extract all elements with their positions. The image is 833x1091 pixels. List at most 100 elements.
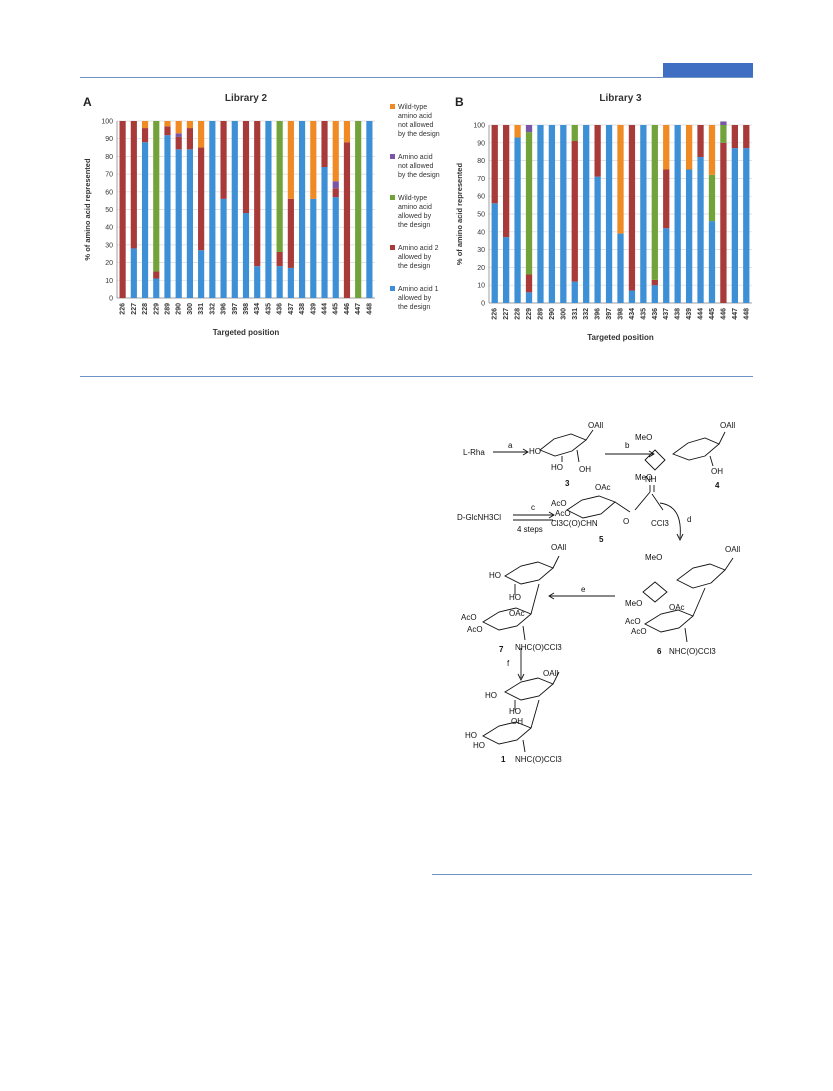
scheme-c3-oall: OAll [588,421,603,430]
bar-segment [697,125,704,158]
bar-segment [153,271,160,279]
bar-segment [130,248,137,298]
bar-segment [141,128,149,143]
scheme-c7-ho: HO [489,571,501,580]
x-tick-label: 445 [709,308,716,320]
scheme-c1-ho3: HO [465,731,477,740]
y-tick-label: 10 [105,278,113,285]
bar-segment [503,237,510,303]
bar-segment [265,121,272,298]
bar-segment [525,132,533,275]
bar-segment [355,121,362,298]
bar-segment [594,125,601,177]
x-tick-label: 227 [503,308,510,320]
bar-segment [651,125,658,280]
legend-label: allowed by [398,295,432,302]
scheme-c7-oall: OAll [551,543,566,552]
x-tick-label: 397 [232,303,239,315]
legend-label: not allowed [398,163,434,170]
y-tick-label: 20 [477,265,485,272]
bar-segment [220,121,227,199]
scheme-c5-nh: NH [645,475,657,484]
scheme-c4-oh: OH [711,467,723,476]
bar-segment [525,292,533,303]
panel-letter-b: B [455,95,464,109]
bar-segment [242,213,250,298]
bar-segment [720,142,727,303]
scheme-arrow-a: a [508,441,513,450]
y-tick-label: 80 [477,158,485,165]
x-tick-label: 435 [640,308,647,320]
chart-title: Library 2 [225,93,268,104]
scheme-c5-aco2: AcO [555,509,571,518]
y-tick-label: 50 [477,212,485,219]
figure-separator-rule [80,376,753,377]
x-tick-label: 448 [366,303,373,315]
bar-segment [310,198,317,298]
scheme-c1-oh: OH [511,717,523,726]
bar-segment [130,121,137,249]
bar-segment [685,125,693,170]
x-tick-label: 228 [142,303,149,315]
y-tick-label: 80 [105,154,113,161]
x-axis-label: Targeted position [587,333,654,342]
bar-segment [198,121,205,148]
legend-swatch [390,154,395,159]
y-tick-label: 40 [105,225,113,232]
bar-segment [186,121,193,129]
x-tick-label: 398 [618,308,625,320]
x-tick-label: 437 [663,308,670,320]
bar-segment [164,126,171,136]
scheme-c3-oh: OH [579,465,591,474]
x-tick-label: 398 [243,303,250,315]
scheme-c5-oac: OAc [595,483,611,492]
scheme-c5-cl3chn: Cl3C(O)CHN [551,519,598,528]
scheme-start-rha: L-Rha [463,448,485,457]
scheme-c7-oac: OAc [509,609,525,618]
x-axis-label: Targeted position [213,328,280,337]
bar-segment [310,121,317,199]
scheme-c6-meo: MeO [645,553,662,562]
y-tick-label: 100 [473,123,485,130]
legend-label: allowed by [398,254,432,261]
bar-segment [231,121,238,298]
scheme-c3-ho2: HO [551,463,563,472]
bar-segment [119,121,126,298]
x-tick-label: 448 [743,308,750,320]
legend-label: by the design [398,172,440,179]
x-tick-label: 439 [310,303,317,315]
bar-segment [141,142,149,298]
bar-segment [332,197,339,298]
x-tick-label: 446 [720,308,727,320]
bar-segment [198,147,205,251]
bar-segment [332,181,339,189]
bar-segment [605,125,613,303]
scheme-arrow-e: e [581,585,586,594]
bar-segment [548,125,556,303]
scheme-arrow-b: b [625,441,630,450]
bar-segment [617,233,624,303]
x-tick-label: 438 [675,308,682,320]
bar-segment [560,125,567,303]
legend-label: Wild-type [398,195,427,202]
scheme-arrow-c: c [531,503,535,512]
x-tick-label: 332 [209,303,216,315]
x-tick-label: 300 [560,308,567,320]
x-tick-label: 332 [583,308,590,320]
x-tick-label: 447 [732,308,739,320]
bar-segment [651,285,658,303]
scheme-arrow-f: f [507,659,510,668]
y-tick-label: 40 [477,229,485,236]
bar-segment [628,290,636,303]
bar-segment [594,176,601,303]
y-axis-label: % of amino acid represented [83,158,92,261]
bar-segment [503,125,510,238]
scheme-c6-aco2: AcO [631,627,647,636]
legend-label: allowed by [398,213,432,220]
bar-segment [743,125,750,149]
bar-segment [254,266,261,298]
bar-segment [537,125,544,303]
chart-library-3: Library 3 0 10 20 30 40 50 60 70 80 90 100 226 227 228… [455,93,752,342]
bar-segment [276,266,283,298]
legend-label: by the design [398,131,440,138]
